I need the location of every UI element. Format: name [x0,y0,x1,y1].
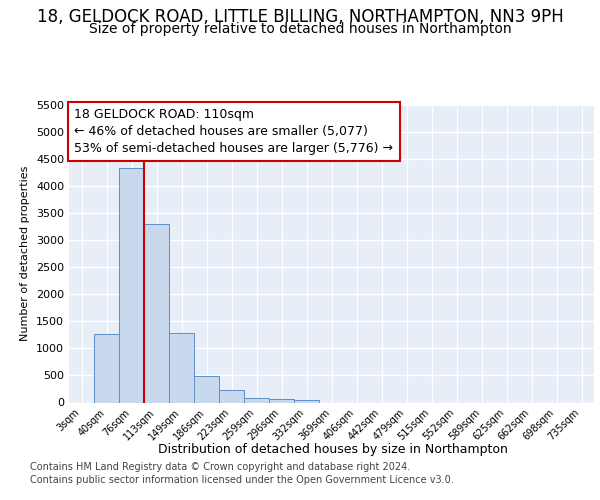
Bar [169,334,194,402]
Bar [294,400,319,402]
Text: Contains HM Land Registry data © Crown copyright and database right 2024.: Contains HM Land Registry data © Crown c… [30,462,410,472]
Text: Size of property relative to detached houses in Northampton: Size of property relative to detached ho… [89,22,511,36]
Text: 18, GELDOCK ROAD, LITTLE BILLING, NORTHAMPTON, NN3 9PH: 18, GELDOCK ROAD, LITTLE BILLING, NORTHA… [37,8,563,26]
Bar [94,334,119,402]
Bar [269,400,294,402]
Text: 18 GELDOCK ROAD: 110sqm
← 46% of detached houses are smaller (5,077)
53% of semi: 18 GELDOCK ROAD: 110sqm ← 46% of detache… [74,108,393,155]
Bar [219,390,244,402]
Bar [119,168,144,402]
Text: Distribution of detached houses by size in Northampton: Distribution of detached houses by size … [158,442,508,456]
Y-axis label: Number of detached properties: Number of detached properties [20,166,31,342]
Text: Contains public sector information licensed under the Open Government Licence v3: Contains public sector information licen… [30,475,454,485]
Bar [194,376,219,402]
Bar [144,224,169,402]
Bar [244,398,269,402]
